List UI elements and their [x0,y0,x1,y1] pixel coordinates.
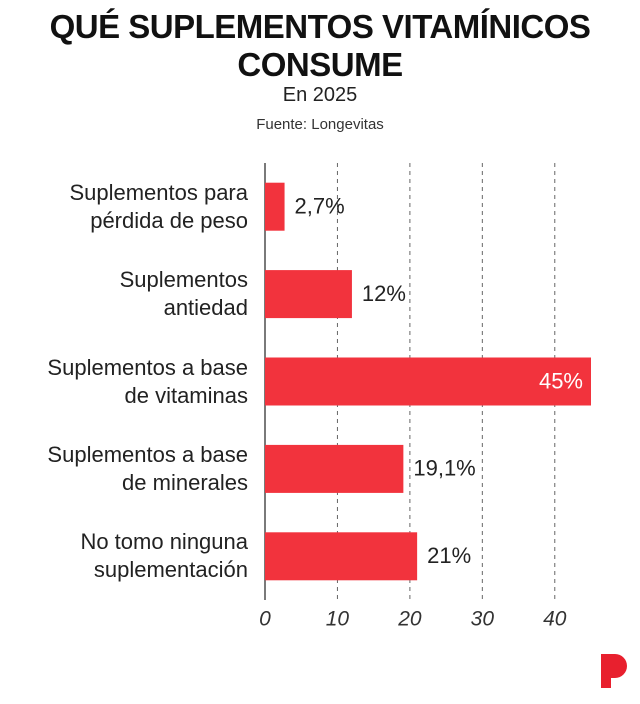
category-label: Suplementos a base de minerales [47,441,248,495]
category-label: Suplementos para pérdida de peso [69,179,248,233]
category-label: No tomo ninguna suplementación [80,529,248,583]
value-label: 12% [362,281,406,306]
category-label: Suplementos a base de vitaminas [47,354,248,408]
category-label: Suplementos antiedad [119,267,248,321]
bar [265,357,591,406]
value-label: 21% [427,543,471,568]
logo [601,654,627,688]
chart-subtitle: En 2025 [282,84,358,106]
x-tick-label: 40 [543,608,567,631]
bar [265,532,418,581]
x-tick-label: 0 [259,608,271,631]
bar [265,270,352,319]
bar [265,182,285,231]
value-label: 2,7% [295,194,345,219]
value-label: 45% [539,368,583,393]
chart-source: Fuente: Longevitas [256,116,384,133]
bar [265,444,404,493]
value-label: 19,1% [413,456,475,481]
chart-title: QUÉ SUPLEMENTOS VITAMÍNICOS CONSUME [49,8,591,83]
x-tick-label: 20 [397,608,422,631]
x-tick-label: 30 [471,608,495,631]
x-tick-label: 10 [326,608,350,631]
